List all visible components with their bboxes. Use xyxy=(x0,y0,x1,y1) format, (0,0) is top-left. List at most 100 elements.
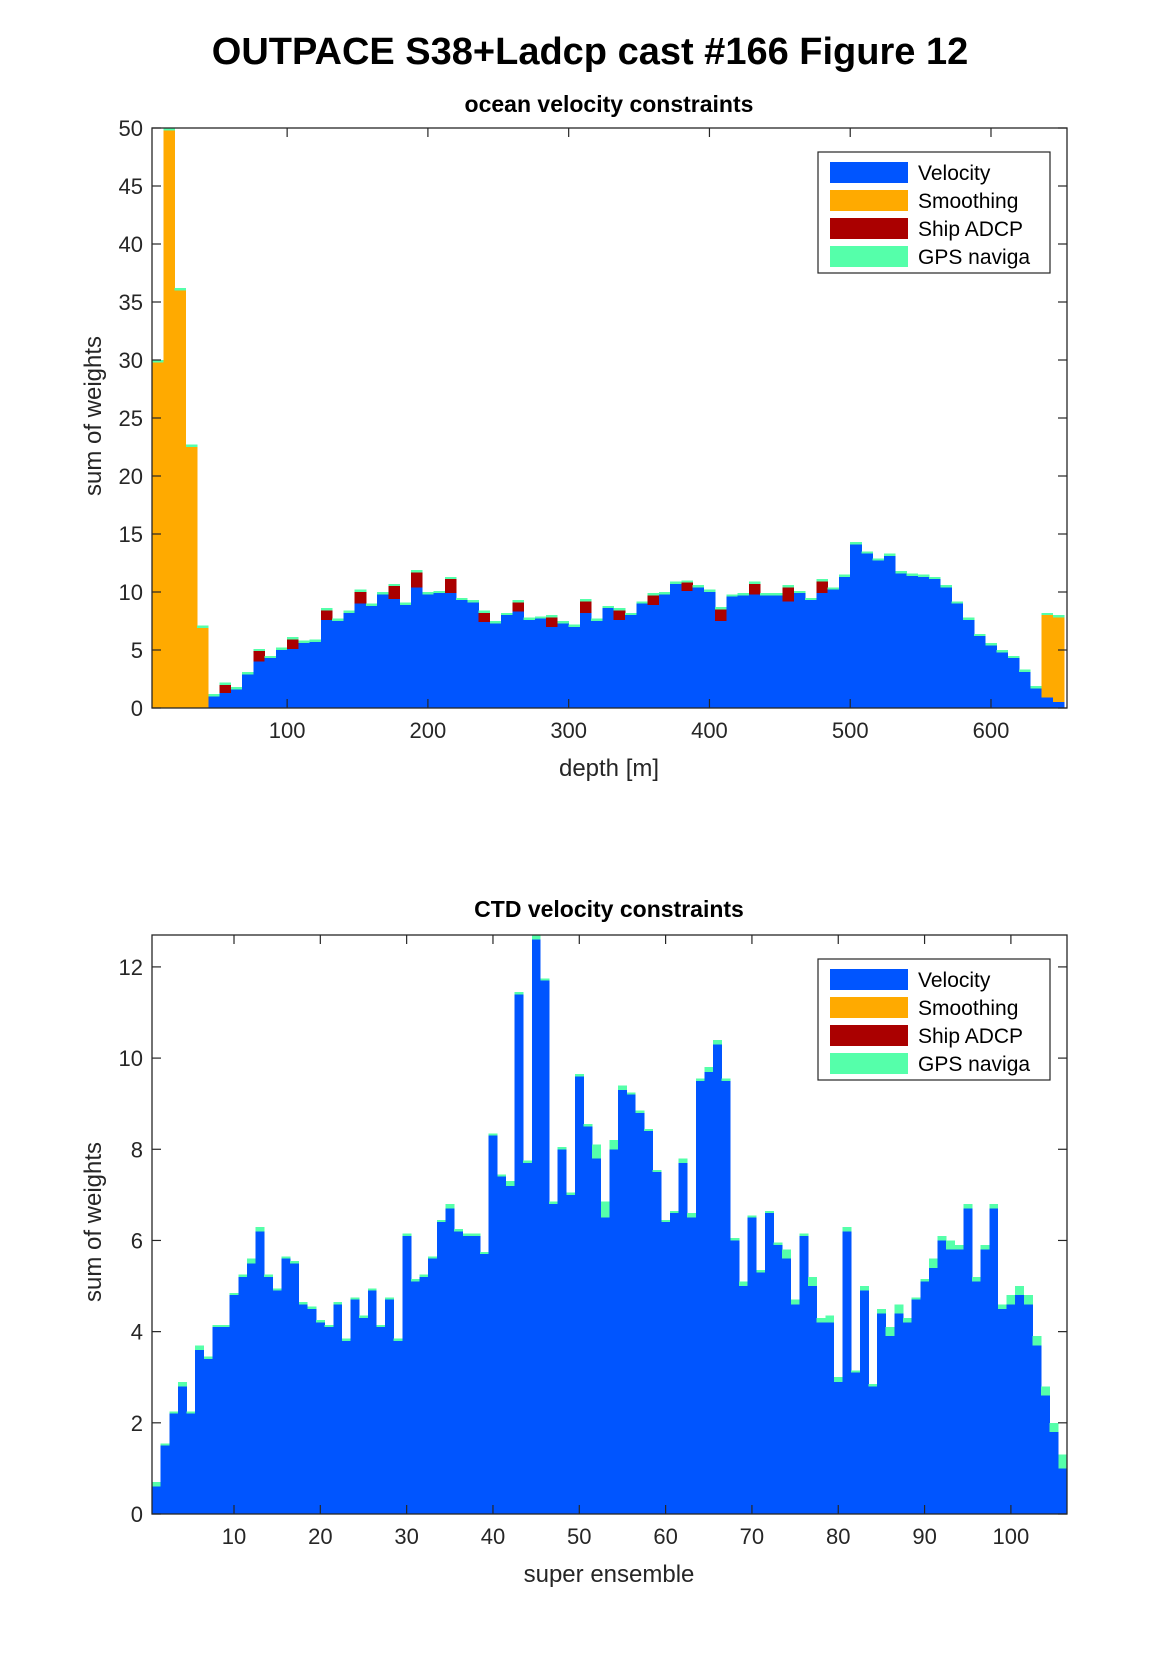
bar-velocity xyxy=(1052,702,1065,708)
bar-gps-naviga xyxy=(1023,1295,1033,1305)
legend-label: Ship ADCP xyxy=(918,218,1023,241)
bar-velocity xyxy=(462,1235,472,1514)
bar-gps-naviga xyxy=(838,574,851,577)
bar-gps-naviga xyxy=(963,1203,973,1209)
bar-velocity xyxy=(884,556,896,708)
bar-gps-naviga xyxy=(185,444,198,447)
y-tick-label: 50 xyxy=(119,116,143,141)
bar-velocity xyxy=(489,623,502,708)
bar-velocity xyxy=(488,1135,498,1514)
ocean-velocity-chart: ocean velocity constraints 100 200 300 400 5… xyxy=(80,91,1068,782)
bar-gps-naviga xyxy=(764,1210,774,1214)
bar-gps-naviga xyxy=(1007,655,1020,659)
legend-label: Velocity xyxy=(918,162,991,185)
bar-ship-adcp xyxy=(647,595,660,605)
bar-ship-adcp xyxy=(444,579,457,594)
bar-gps-naviga xyxy=(748,581,761,584)
bar-velocity xyxy=(825,1322,835,1514)
bar-gps-naviga xyxy=(613,608,626,611)
bar-gps-naviga xyxy=(531,935,541,940)
bar-gps-naviga xyxy=(951,601,964,604)
bar-velocity xyxy=(246,1263,256,1514)
bar-gps-naviga xyxy=(195,1345,205,1350)
bar-velocity xyxy=(756,1272,766,1514)
bar-velocity xyxy=(385,1299,394,1514)
bar-gps-naviga xyxy=(760,593,772,596)
bar-velocity xyxy=(354,603,367,708)
bar-velocity xyxy=(695,1080,705,1514)
bar-gps-naviga xyxy=(985,643,997,646)
bar-velocity xyxy=(221,1327,230,1514)
bar-velocity xyxy=(343,612,356,708)
bar-gps-naviga xyxy=(177,1381,187,1387)
bar-velocity xyxy=(972,1281,981,1514)
bar-velocity xyxy=(1019,672,1031,708)
bar-velocity xyxy=(827,589,840,708)
bar-gps-naviga xyxy=(661,1219,671,1223)
bar-gps-naviga xyxy=(877,1308,887,1314)
bar-velocity xyxy=(242,674,254,708)
bar-gps-naviga xyxy=(264,1274,274,1277)
bar-velocity xyxy=(929,579,941,708)
bar-gps-naviga xyxy=(152,1482,161,1487)
bar-gps-naviga xyxy=(1015,1286,1025,1296)
bar-velocity xyxy=(851,1372,861,1514)
bar-gps-naviga xyxy=(884,553,896,557)
bar-gps-naviga xyxy=(782,585,795,588)
bar-gps-naviga xyxy=(497,1174,507,1177)
bar-velocity xyxy=(456,600,468,708)
bar-smoothing xyxy=(163,130,175,708)
bar-velocity xyxy=(861,553,874,708)
bar-velocity xyxy=(497,1176,507,1514)
bar-velocity xyxy=(169,1413,179,1514)
bar-gps-naviga xyxy=(253,648,265,652)
x-axis-label: super ensemble xyxy=(524,1561,695,1588)
chart-title: CTD velocity constraints xyxy=(474,896,744,922)
bar-gps-naviga xyxy=(816,579,828,582)
bar-gps-naviga xyxy=(230,687,243,690)
bar-gps-naviga xyxy=(885,1327,895,1337)
bar-velocity xyxy=(332,621,344,708)
bar-velocity xyxy=(467,602,479,708)
bar-ship-adcp xyxy=(681,582,693,591)
bar-gps-naviga xyxy=(281,1256,291,1259)
legend-label: Smoothing xyxy=(918,190,1018,213)
bar-gps-naviga xyxy=(272,1288,282,1291)
bar-gps-naviga xyxy=(954,1245,964,1250)
bar-smoothing xyxy=(197,627,209,708)
bar-velocity xyxy=(428,1258,438,1514)
bar-velocity xyxy=(422,594,434,708)
bar-velocity xyxy=(669,1213,679,1514)
y-tick-label: 35 xyxy=(119,290,143,315)
bar-velocity xyxy=(505,1185,515,1514)
bar-gps-naviga xyxy=(624,612,637,616)
bar-velocity xyxy=(316,1322,325,1514)
bar-gps-naviga xyxy=(489,621,502,624)
bar-velocity xyxy=(747,1217,757,1514)
bar-gps-naviga xyxy=(1041,612,1054,616)
bar-gps-naviga xyxy=(721,1078,731,1081)
bar-gps-naviga xyxy=(298,640,310,644)
bar-velocity xyxy=(557,623,569,708)
x-tick-label: 500 xyxy=(832,718,869,743)
bar-gps-naviga xyxy=(600,1201,610,1218)
y-tick-label: 20 xyxy=(119,464,143,489)
bar-velocity xyxy=(1007,658,1020,708)
bar-gps-naviga xyxy=(678,1158,688,1163)
bar-gps-naviga xyxy=(332,618,344,621)
y-tick-label: 30 xyxy=(119,348,143,373)
bar-gps-naviga xyxy=(782,1249,792,1259)
bar-gps-naviga xyxy=(730,1238,740,1241)
bar-velocity xyxy=(410,1281,420,1514)
bar-velocity xyxy=(399,604,412,708)
bar-velocity xyxy=(793,593,806,708)
bar-velocity xyxy=(773,1245,783,1514)
bar-velocity xyxy=(1041,697,1054,708)
legend-swatch xyxy=(830,190,908,211)
ctd-velocity-chart: CTD velocity constraints 10 20 30 40 50 60 70 8… xyxy=(80,896,1068,1588)
bar-velocity xyxy=(579,612,592,708)
bar-velocity xyxy=(208,696,220,708)
bar-gps-naviga xyxy=(505,1181,515,1186)
bar-ship-adcp xyxy=(320,610,333,620)
bar-gps-naviga xyxy=(549,1201,559,1204)
